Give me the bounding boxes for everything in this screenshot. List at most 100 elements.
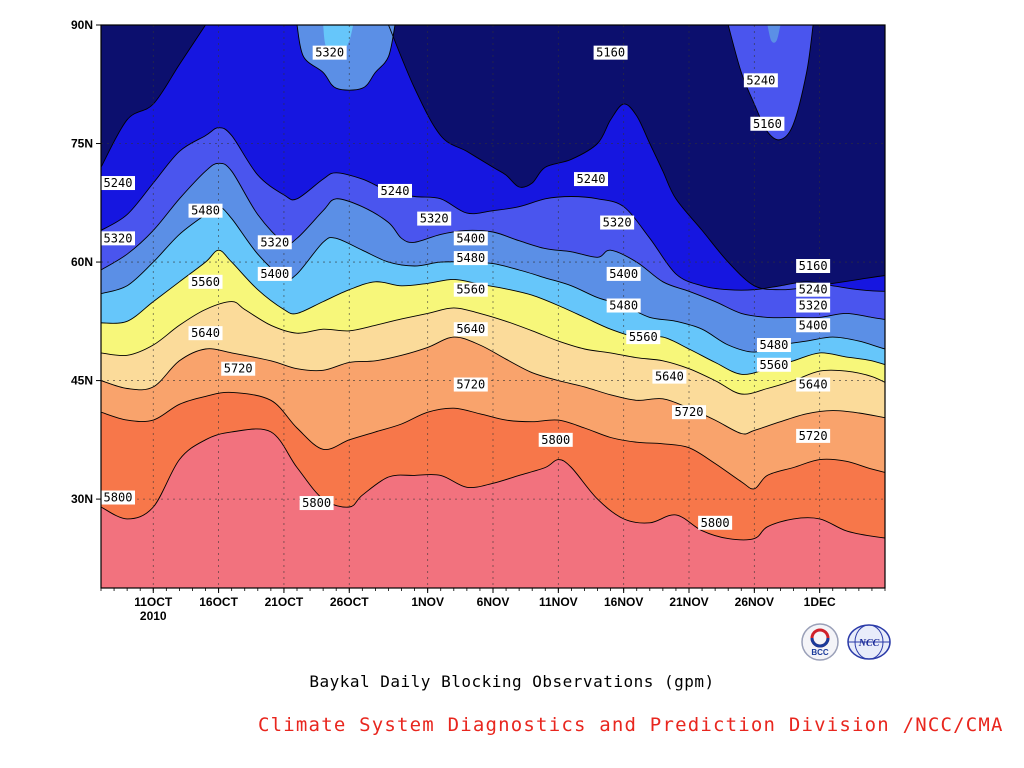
contour-label-bg <box>743 73 778 88</box>
contour-labels: 5320 5160 5240 5160 5240 5240 5240 5320 5480 5320… <box>101 45 831 530</box>
contour-label: 5240 <box>104 176 133 190</box>
ncc-logo: NCC <box>847 624 891 660</box>
x-tick-year: 2010 <box>140 609 167 623</box>
contour-label: 5320 <box>603 216 632 230</box>
contour-line-5320 <box>296 25 396 91</box>
contour-label-bg <box>188 326 223 341</box>
contour-label-bg <box>453 377 488 392</box>
contour-label-bg <box>453 282 488 297</box>
contour-label-bg <box>221 361 256 376</box>
contour-fills <box>101 25 885 588</box>
contour-label-bg <box>796 428 831 443</box>
contour-label: 5400 <box>260 267 289 281</box>
contour-label-bg <box>453 322 488 337</box>
contour-line-5240 <box>727 25 814 141</box>
contour-line-5720 <box>101 391 885 490</box>
x-tick-label: 11NOV <box>539 595 578 609</box>
contour-label: 5320 <box>104 231 133 245</box>
contour-line-5320 <box>101 162 885 320</box>
contour-label-bg <box>101 490 135 505</box>
contour-line-5160 <box>388 25 885 291</box>
contour-label: 5480 <box>456 251 485 265</box>
contour-label-bg <box>796 318 831 333</box>
x-tick-label: 11OCT <box>134 595 173 609</box>
x-tick-label: 1NOV <box>411 595 444 609</box>
contour-label: 5480 <box>759 338 788 352</box>
contour-line-5400 <box>101 206 885 353</box>
contour-label: 5240 <box>381 184 410 198</box>
chart-title: Baykal Daily Blocking Observations (gpm) <box>309 672 715 691</box>
x-tick-label: 1DEC <box>804 595 836 609</box>
contour-label: 5640 <box>191 326 220 340</box>
x-tick-label: 6NOV <box>477 595 510 609</box>
x-tick-label: 21OCT <box>265 595 304 609</box>
contour-label: 5720 <box>799 429 828 443</box>
contour-line-5640 <box>101 336 885 435</box>
y-tick-label: 45N <box>71 374 93 388</box>
x-tick-label: 16OCT <box>199 595 238 609</box>
contour-label-bg <box>672 405 706 420</box>
source-credit: Climate System Diagnostics and Predictio… <box>258 714 1004 736</box>
fill-lobe-5320 <box>767 25 781 43</box>
contour-label-bg <box>257 235 292 250</box>
contour-label-bg <box>574 172 608 187</box>
bcc-logo-text: BCC <box>811 648 829 657</box>
x-tick-label: 26NOV <box>735 595 774 609</box>
contour-label: 5800 <box>541 433 570 447</box>
contour-label-bg <box>257 266 292 281</box>
y-tick-label: 90N <box>71 18 93 32</box>
contour-label: 5240 <box>746 73 775 87</box>
contour-label: 5640 <box>799 378 828 392</box>
contour-label-bg <box>626 330 661 345</box>
y-tick-label: 75N <box>71 137 93 151</box>
ncc-logo-text: NCC <box>858 638 880 649</box>
contour-label: 5720 <box>456 378 485 392</box>
contour-label: 5720 <box>224 362 253 376</box>
contour-label: 5560 <box>759 358 788 372</box>
contour-label: 5320 <box>799 299 828 313</box>
contour-label-bg <box>453 251 488 266</box>
contour-lines <box>101 25 885 541</box>
contour-line-5560 <box>101 301 885 395</box>
contour-label-bg <box>453 231 488 246</box>
contour-label: 5560 <box>456 283 485 297</box>
contour-line-5240 <box>101 127 885 292</box>
contour-label: 5320 <box>420 212 449 226</box>
y-tick-label: 60N <box>71 255 93 269</box>
contour-label: 5480 <box>191 204 220 218</box>
contour-label-bg <box>756 338 791 353</box>
contour-label-bg <box>652 369 687 384</box>
contour-label-bg <box>188 274 223 289</box>
contour-label: 5320 <box>260 235 289 249</box>
contour-label: 5800 <box>104 491 133 505</box>
y-tick-label: 30N <box>71 492 93 506</box>
contour-label-bg <box>756 357 791 372</box>
contour-line-5480 <box>101 249 885 375</box>
contour-label: 5480 <box>609 299 638 313</box>
contour-label: 5400 <box>609 267 638 281</box>
contour-label-bg <box>600 215 635 230</box>
contour-label-bg <box>312 45 347 60</box>
contour-label: 5800 <box>701 516 730 530</box>
contour-label: 5160 <box>753 117 782 131</box>
contour-label: 5560 <box>191 275 220 289</box>
contour-line-5800 <box>101 428 885 541</box>
contour-label-bg <box>593 45 628 60</box>
contour-label-bg <box>101 231 135 246</box>
fill-west-low <box>101 25 206 168</box>
contour-label-bg <box>378 183 412 198</box>
contour-label: 5160 <box>799 259 828 273</box>
contour-label-bg <box>796 282 831 297</box>
bcc-logo: BCC <box>801 623 839 661</box>
contour-label-bg <box>796 259 831 274</box>
contour-label-bg <box>188 203 223 218</box>
contour-label-bg <box>796 377 831 392</box>
contour-label-bg <box>750 116 785 131</box>
contour-label: 5640 <box>456 322 485 336</box>
contour-label: 5400 <box>456 231 485 245</box>
contour-label: 5160 <box>596 46 625 60</box>
contour-label-bg <box>417 211 452 226</box>
contour-label: 5400 <box>799 318 828 332</box>
